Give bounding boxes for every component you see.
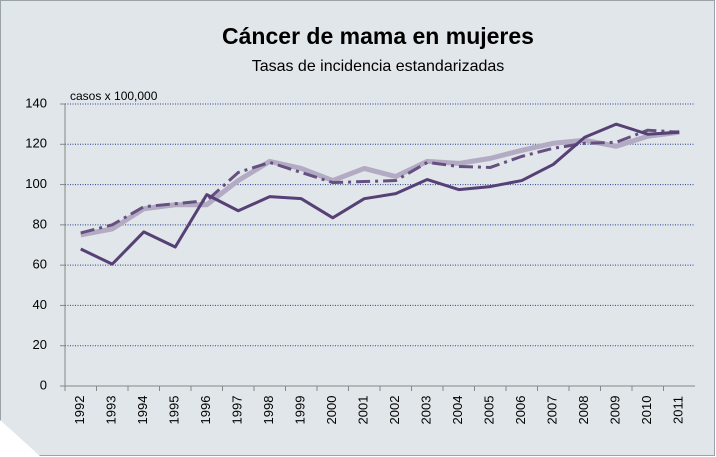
x-tick-label: 1995 [167, 396, 182, 425]
y-tick-label: 100 [25, 176, 47, 191]
x-tick-label: 2011 [671, 396, 686, 424]
x-tick-label: 2005 [482, 396, 497, 425]
x-tick-label: 2002 [387, 396, 402, 425]
x-tick-label: 1992 [72, 396, 87, 425]
y-tick-label: 20 [33, 337, 47, 352]
series-line [80, 122, 680, 266]
chart-title: Cáncer de mama en mujeres [222, 23, 534, 49]
x-tick-label: 2007 [545, 396, 560, 425]
x-tick-label: 2003 [419, 396, 434, 425]
x-tick-label: 2004 [450, 396, 465, 425]
x-tick-label: 2001 [356, 396, 371, 425]
x-tick-label: 1998 [261, 396, 276, 425]
y-tick-label: 40 [33, 297, 47, 312]
y-tick-label: 80 [33, 216, 47, 231]
x-tick-label: 2009 [608, 396, 623, 425]
x-tick-label: 2000 [324, 396, 339, 425]
y-tick-label: 0 [40, 377, 47, 392]
x-tick-label: 2008 [576, 396, 591, 425]
y-tick-label: 140 [25, 95, 47, 110]
x-tick-label: 1997 [230, 396, 245, 425]
x-tick-label: 1993 [104, 396, 119, 425]
x-tick-label: 2010 [639, 396, 654, 425]
x-tick-label: 1999 [293, 396, 308, 425]
y-tick-label: 120 [25, 136, 47, 151]
y-tick-label: 60 [33, 257, 47, 272]
x-tick-label: 1994 [135, 396, 150, 425]
chart-subtitle: Tasas de incidencia estandarizadas [252, 58, 505, 75]
x-tick-label: 2006 [513, 396, 528, 425]
y-axis-label: casos x 100,000 [70, 89, 158, 103]
corner-decoration [0, 420, 40, 456]
x-tick-label: 1996 [198, 396, 213, 425]
